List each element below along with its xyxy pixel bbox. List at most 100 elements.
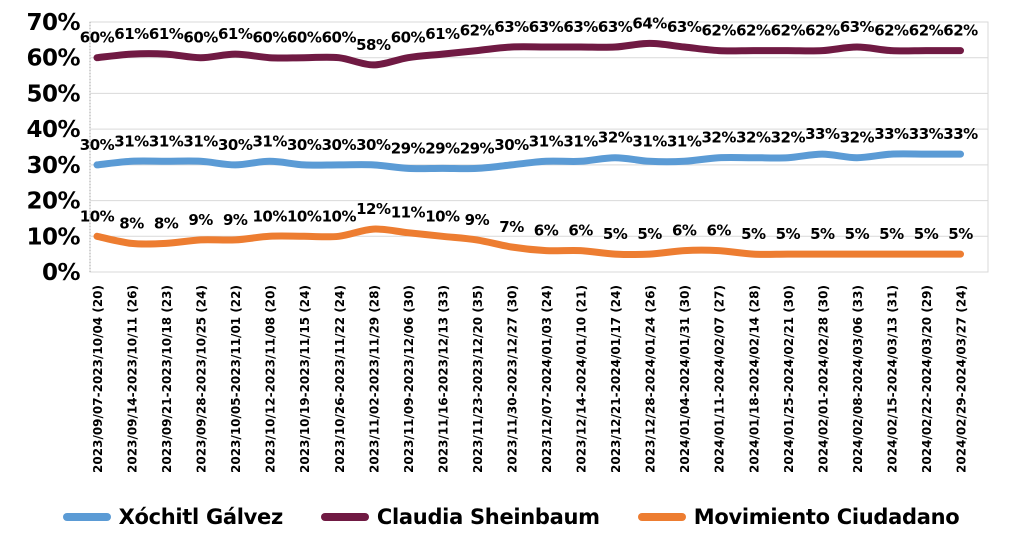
svg-text:6%: 6% [568, 222, 593, 240]
svg-text:10%: 10% [425, 207, 460, 225]
svg-text:61%: 61% [425, 25, 460, 43]
svg-text:61%: 61% [114, 25, 149, 43]
svg-text:2023/10/05-2023/11/01 (22): 2023/10/05-2023/11/01 (22) [229, 285, 243, 473]
svg-text:32%: 32% [771, 129, 806, 147]
svg-text:2024/01/11-2024/02/07 (27): 2024/01/11-2024/02/07 (27) [713, 285, 727, 473]
svg-text:30%: 30% [26, 153, 80, 179]
svg-text:2024/01/25-2024/02/21 (30): 2024/01/25-2024/02/21 (30) [782, 285, 796, 473]
svg-text:5%: 5% [776, 225, 801, 243]
svg-text:10%: 10% [80, 207, 115, 225]
svg-text:7%: 7% [499, 218, 524, 236]
svg-text:10%: 10% [287, 207, 322, 225]
svg-text:31%: 31% [114, 132, 149, 150]
svg-text:5%: 5% [948, 225, 973, 243]
svg-text:10%: 10% [252, 207, 287, 225]
legend-swatch-xochitl-galvez [62, 513, 111, 521]
svg-text:2023/11/02-2023/11/29 (28): 2023/11/02-2023/11/29 (28) [367, 285, 381, 473]
series-line-2 [93, 225, 964, 259]
svg-text:2023/10/19-2023/11/15 (24): 2023/10/19-2023/11/15 (24) [298, 285, 312, 473]
svg-text:2024/02/29-2024/03/27 (24): 2024/02/29-2024/03/27 (24) [955, 285, 969, 473]
svg-text:2024/02/01-2024/02/28 (30): 2024/02/01-2024/02/28 (30) [816, 285, 830, 473]
svg-text:2023/11/23-2023/12/20 (35): 2023/11/23-2023/12/20 (35) [471, 285, 485, 473]
svg-text:58%: 58% [356, 36, 391, 54]
svg-text:63%: 63% [598, 18, 633, 36]
svg-text:61%: 61% [218, 25, 253, 43]
legend-label-xochitl-galvez: Xóchitl Gálvez [118, 505, 284, 529]
svg-text:64%: 64% [632, 14, 667, 32]
svg-text:63%: 63% [494, 18, 529, 36]
svg-text:60%: 60% [26, 46, 80, 72]
svg-text:61%: 61% [149, 25, 184, 43]
svg-text:33%: 33% [909, 125, 944, 143]
svg-text:10%: 10% [26, 224, 80, 250]
svg-text:5%: 5% [914, 225, 939, 243]
svg-text:2023/11/09-2023/12/06 (30): 2023/11/09-2023/12/06 (30) [402, 285, 416, 473]
svg-text:70%: 70% [26, 10, 80, 36]
svg-text:5%: 5% [741, 225, 766, 243]
svg-text:62%: 62% [771, 22, 806, 40]
legend-label-claudia-sheinbaum: Claudia Sheinbaum [376, 505, 600, 529]
legend-item-claudia-sheinbaum: Claudia Sheinbaum [320, 505, 600, 529]
svg-text:2023/09/21-2023/10/18 (23): 2023/09/21-2023/10/18 (23) [160, 285, 174, 473]
svg-text:30%: 30% [80, 136, 115, 154]
svg-text:62%: 62% [701, 22, 736, 40]
svg-text:63%: 63% [840, 18, 875, 36]
svg-text:5%: 5% [845, 225, 870, 243]
svg-text:5%: 5% [879, 225, 904, 243]
svg-text:20%: 20% [26, 189, 80, 215]
x-axis-labels: 2023/09/07-2023/10/04 (20) 2023/09/14-202… [91, 285, 969, 473]
svg-text:32%: 32% [840, 129, 875, 147]
svg-text:31%: 31% [632, 132, 667, 150]
svg-text:2023/12/07-2024/01/03 (24): 2023/12/07-2024/01/03 (24) [540, 285, 554, 473]
svg-text:29%: 29% [425, 139, 460, 157]
legend-item-movimiento-ciudadano: Movimiento Ciudadano [637, 505, 960, 529]
svg-text:62%: 62% [460, 22, 495, 40]
series-line-0 [93, 150, 964, 173]
svg-text:33%: 33% [943, 125, 978, 143]
series-line-1 [93, 39, 964, 69]
svg-text:62%: 62% [909, 22, 944, 40]
svg-text:62%: 62% [736, 22, 771, 40]
svg-text:2023/12/28-2024/01/24 (26): 2023/12/28-2024/01/24 (26) [644, 285, 658, 473]
svg-text:2023/10/12-2023/11/08 (20): 2023/10/12-2023/11/08 (20) [264, 285, 278, 473]
svg-text:2023/09/28-2023/10/25 (24): 2023/09/28-2023/10/25 (24) [195, 285, 209, 473]
svg-text:31%: 31% [563, 132, 598, 150]
svg-text:32%: 32% [598, 129, 633, 147]
svg-text:60%: 60% [80, 29, 115, 47]
svg-text:6%: 6% [706, 222, 731, 240]
svg-text:12%: 12% [356, 200, 391, 218]
chart-legend: Xóchitl Gálvez Claudia Sheinbaum Movimie… [0, 505, 1022, 529]
legend-swatch-movimiento-ciudadano [637, 513, 686, 521]
svg-text:60%: 60% [287, 29, 322, 47]
svg-text:2024/02/22-2024/03/20 (29): 2024/02/22-2024/03/20 (29) [920, 285, 934, 473]
svg-text:2023/11/16-2023/12/13 (33): 2023/11/16-2023/12/13 (33) [436, 285, 450, 473]
svg-text:11%: 11% [391, 204, 426, 222]
svg-text:2023/09/07-2023/10/04 (20): 2023/09/07-2023/10/04 (20) [91, 285, 105, 473]
svg-text:5%: 5% [810, 225, 835, 243]
svg-text:2023/10/26-2023/11/22 (24): 2023/10/26-2023/11/22 (24) [333, 285, 347, 473]
svg-text:9%: 9% [465, 211, 490, 229]
svg-text:50%: 50% [26, 81, 80, 107]
svg-text:32%: 32% [701, 129, 736, 147]
svg-text:60%: 60% [183, 29, 218, 47]
svg-text:6%: 6% [672, 222, 697, 240]
y-axis-labels: 70% 60% 50% 40% 30% 20% 10% 0% [26, 10, 81, 286]
svg-text:2024/01/04-2024/01/31 (30): 2024/01/04-2024/01/31 (30) [678, 285, 692, 473]
svg-text:30%: 30% [322, 136, 357, 154]
svg-text:2024/02/15-2024/03/13 (31): 2024/02/15-2024/03/13 (31) [885, 285, 899, 473]
svg-text:2023/11/30-2023/12/27 (30): 2023/11/30-2023/12/27 (30) [506, 285, 520, 473]
svg-text:63%: 63% [667, 18, 702, 36]
svg-text:2023/09/14-2023/10/11 (26): 2023/09/14-2023/10/11 (26) [126, 285, 140, 473]
svg-text:8%: 8% [154, 214, 179, 232]
svg-text:10%: 10% [322, 207, 357, 225]
svg-text:60%: 60% [322, 29, 357, 47]
svg-text:0%: 0% [42, 260, 81, 286]
svg-text:9%: 9% [188, 211, 213, 229]
svg-text:31%: 31% [667, 132, 702, 150]
svg-text:31%: 31% [529, 132, 564, 150]
svg-text:40%: 40% [26, 117, 80, 143]
svg-text:9%: 9% [223, 211, 248, 229]
svg-text:63%: 63% [563, 18, 598, 36]
series-data-labels-2: 10% 8% 8% 9% 9% 10% 10% 10% 12% 11% 10% 9% 7% 6% 6% 5% 5… [80, 200, 974, 243]
